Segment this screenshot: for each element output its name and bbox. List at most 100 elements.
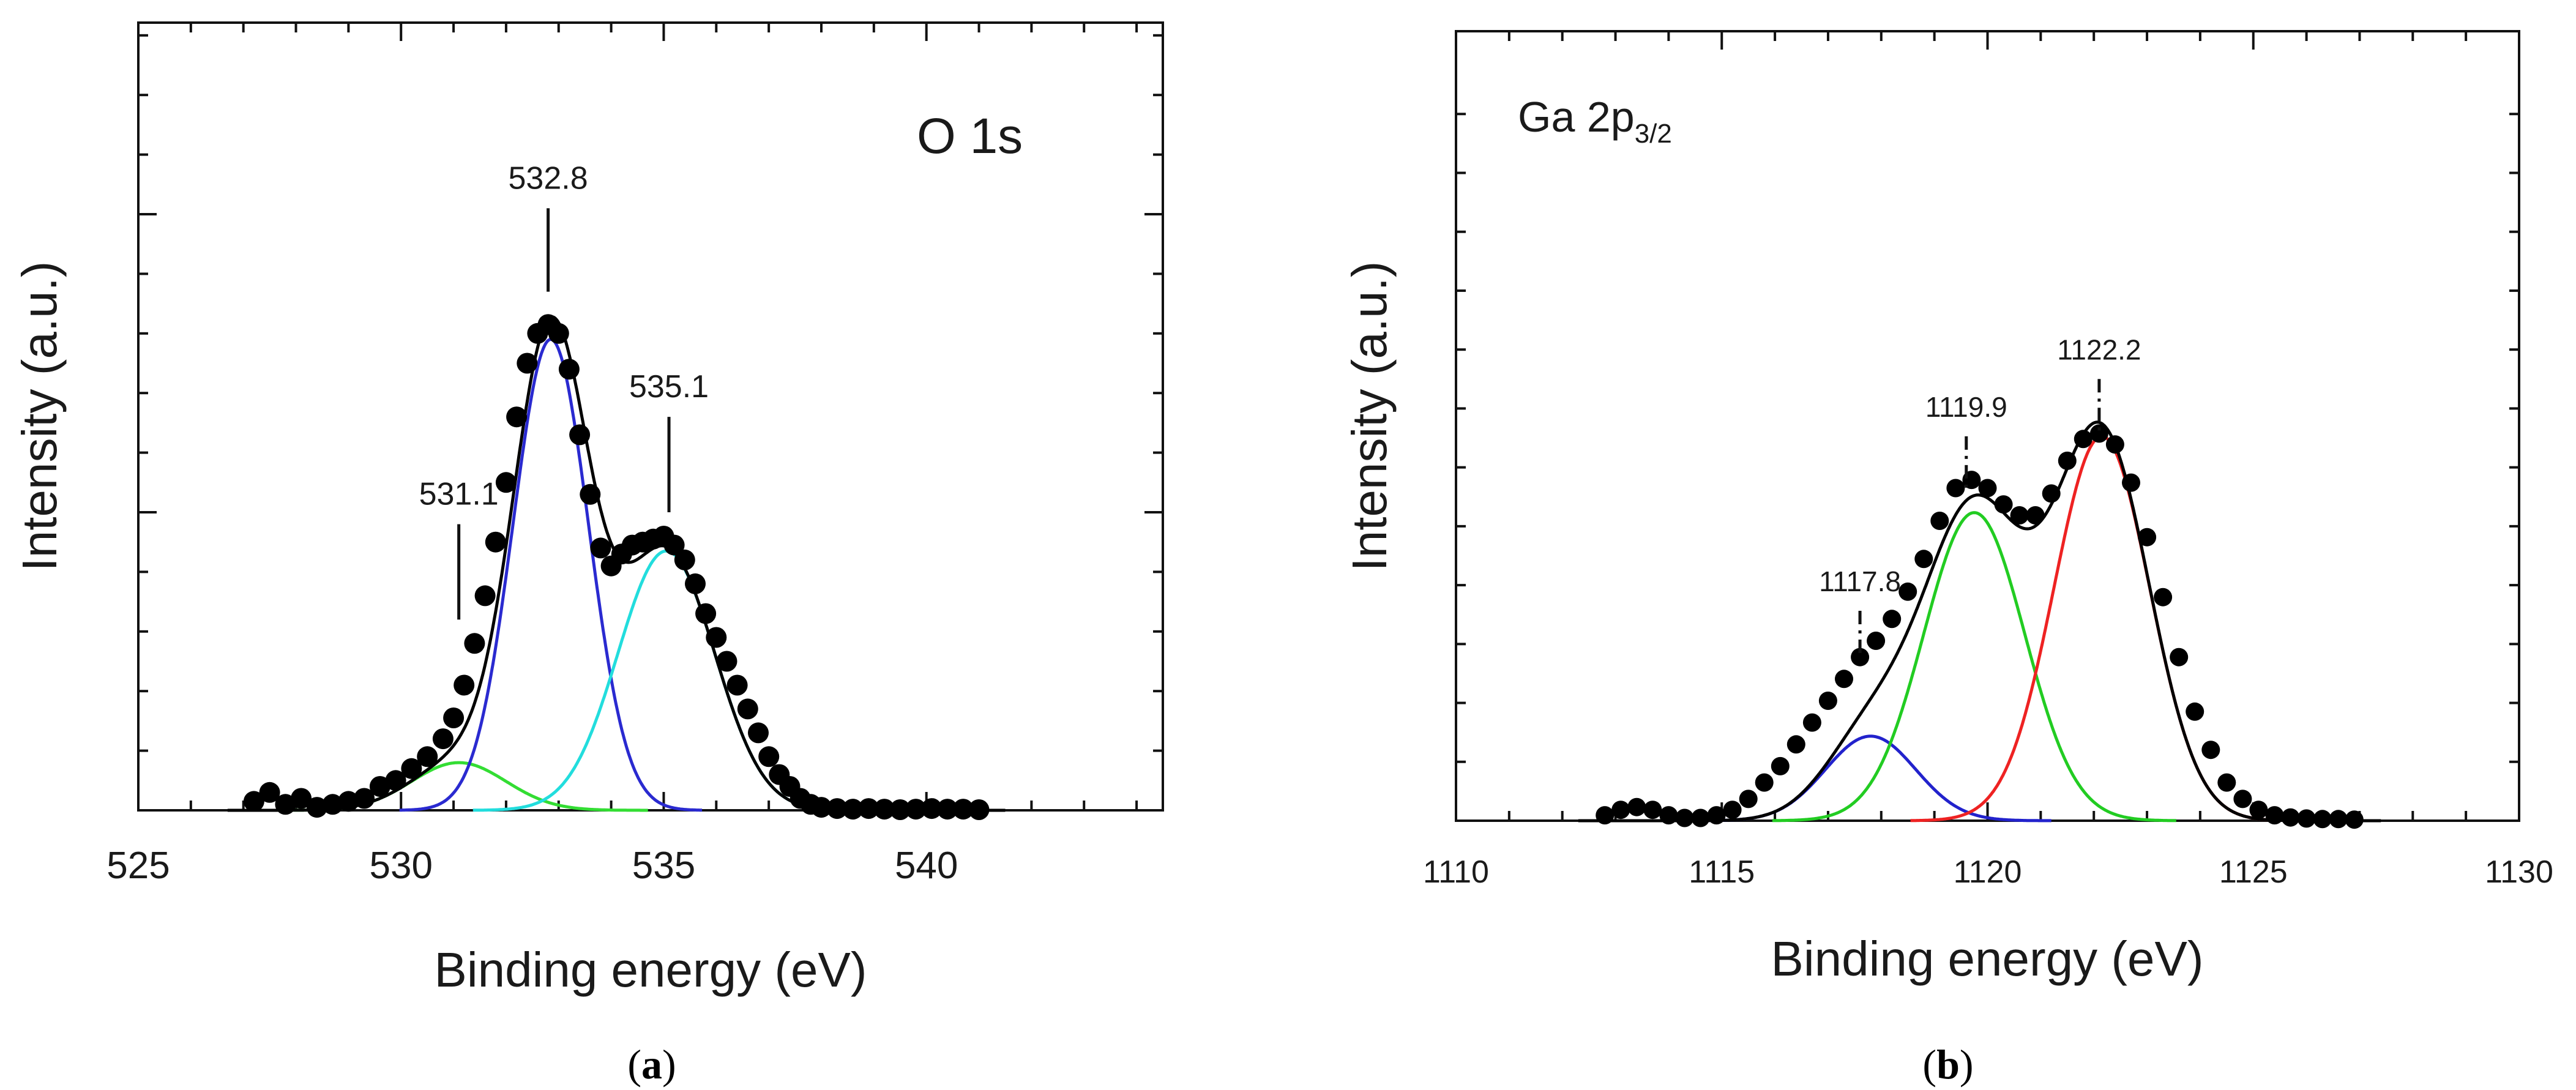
x-tick-label: 530 — [370, 845, 433, 887]
data-point — [322, 794, 343, 815]
data-point — [674, 549, 695, 570]
component-curve — [472, 549, 860, 812]
data-point — [2186, 702, 2205, 721]
data-point — [485, 531, 506, 553]
y-axis-label: Intensity (a.u.) — [1342, 261, 1397, 572]
data-point — [385, 770, 406, 791]
data-point — [1739, 790, 1758, 808]
data-point — [2249, 801, 2268, 819]
panel-label: O 1s — [917, 108, 1023, 164]
x-tick-label: 535 — [632, 845, 695, 887]
panel-caption: (a) — [627, 1041, 676, 1088]
data-point — [464, 633, 485, 654]
data-point — [2122, 473, 2140, 492]
data-point — [2313, 810, 2332, 829]
peak-label: 1117.8 — [1819, 566, 1901, 597]
component-curve — [1772, 511, 2176, 823]
data-point — [952, 799, 974, 820]
x-tick-label: 540 — [895, 845, 958, 887]
data-point — [2233, 790, 2252, 808]
data-point — [1611, 801, 1630, 819]
data-point — [726, 674, 748, 696]
data-point — [1707, 806, 1726, 825]
data-point — [401, 758, 422, 779]
data-point — [2297, 809, 2316, 828]
data-point — [2201, 741, 2220, 760]
data-point — [2089, 424, 2108, 443]
data-point — [1627, 797, 1646, 816]
data-point — [1946, 479, 1965, 498]
data-point — [2217, 773, 2236, 792]
data-point — [474, 585, 496, 607]
y-axis-label: Intensity (a.u.) — [12, 261, 67, 572]
data-point — [1898, 582, 1917, 601]
data-point — [1883, 610, 1902, 629]
data-point — [2026, 506, 2045, 524]
data-point — [2265, 806, 2284, 825]
data-point — [1675, 808, 1694, 827]
data-point — [2105, 435, 2124, 454]
data-point — [259, 782, 280, 803]
data-point — [1786, 735, 1805, 754]
panel-caption: (b) — [1922, 1041, 1973, 1088]
data-point — [968, 799, 990, 820]
data-point — [548, 323, 569, 344]
data-point — [432, 728, 454, 750]
data-point — [2281, 808, 2300, 827]
data-point — [937, 799, 958, 820]
data-point — [1930, 512, 1949, 530]
data-point — [748, 722, 769, 744]
data-point — [758, 746, 780, 767]
data-point — [2154, 588, 2173, 607]
x-axis-label: Binding energy (eV) — [1771, 931, 2203, 986]
data-point — [2329, 810, 2348, 829]
data-point — [2170, 648, 2189, 666]
data-point — [1818, 692, 1837, 710]
x-tick-label: 1130 — [2485, 854, 2553, 890]
peak-label: 532.8 — [509, 160, 588, 196]
axis-ticks: 525 530 535 540 — [106, 23, 1163, 887]
data-point — [291, 788, 312, 809]
data-point — [369, 776, 390, 797]
data-point — [858, 798, 879, 819]
data-point — [590, 537, 611, 559]
data-point — [2138, 528, 2157, 547]
plot-frame — [137, 21, 1164, 812]
data-point — [2345, 810, 2364, 829]
data-point — [874, 799, 895, 820]
data-point — [1978, 479, 1997, 498]
data-point — [1659, 806, 1678, 825]
data-point — [1994, 495, 2013, 514]
component-curve — [1910, 435, 2293, 823]
data-point — [1643, 801, 1662, 819]
data-point — [558, 359, 580, 380]
data-point — [1691, 808, 1710, 827]
data-point — [569, 424, 591, 446]
data-point — [889, 799, 911, 820]
x-tick-label: 1120 — [1954, 854, 2022, 890]
data-point — [1914, 550, 1933, 569]
data-point — [454, 674, 475, 696]
peak-label: 1119.9 — [1925, 391, 2007, 423]
panel-label: Ga 2p3/2 — [1518, 93, 1672, 149]
data-point — [811, 797, 832, 818]
x-tick-label: 1110 — [1423, 854, 1489, 890]
data-point — [842, 799, 864, 820]
data-point — [1596, 806, 1615, 825]
data-point — [1802, 713, 1821, 732]
chart-panel-a: 525 530 535 540 531.1 532.8 535.1 O 1s Bindin… — [12, 21, 1164, 1088]
x-axis-label: Binding energy (eV) — [434, 943, 867, 997]
data-point — [1851, 648, 1870, 666]
data-point — [506, 406, 528, 428]
data-point — [354, 788, 375, 809]
data-points — [243, 314, 990, 820]
data-point — [417, 746, 438, 767]
x-tick-label: 525 — [106, 845, 170, 887]
data-point — [663, 534, 685, 556]
data-point — [580, 483, 601, 505]
data-point — [737, 698, 758, 720]
data-point — [275, 794, 296, 815]
component-curve — [1689, 734, 2051, 823]
data-point — [2074, 430, 2093, 449]
